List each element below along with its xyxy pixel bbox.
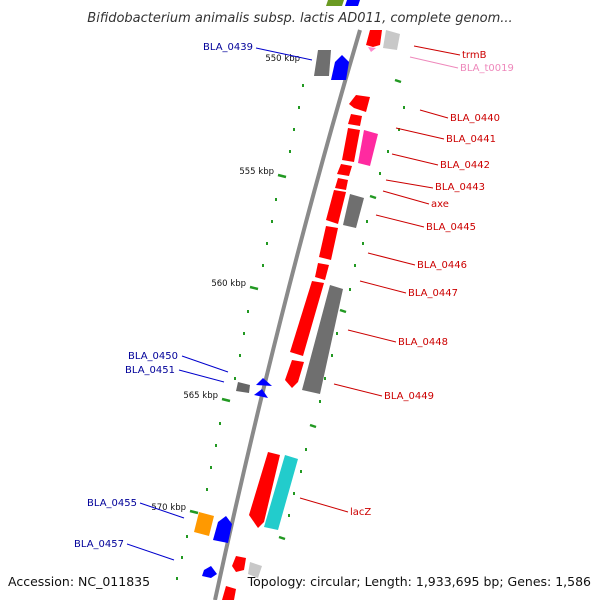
gene-top-blue [345, 0, 360, 6]
tick-label-565: 565 kbp [183, 391, 218, 401]
gene-bla-0457 [202, 566, 217, 578]
scale-tick [394, 78, 402, 84]
gene-axe [335, 178, 348, 190]
gene-bla-0443 [337, 164, 352, 176]
gene-bla-0440b [348, 114, 362, 126]
gene-label-trmb[interactable]: trmB [462, 50, 487, 61]
scale-tick [309, 423, 317, 429]
scale-tick [369, 194, 377, 200]
gene-top-green [326, 0, 344, 6]
gene-bla-0442 [358, 130, 378, 166]
tick-label-555: 555 kbp [239, 167, 274, 177]
gene-bla-0445 [326, 190, 346, 224]
gene-label-bla-0455[interactable]: BLA_0455 [87, 498, 137, 509]
scale-tick [339, 308, 347, 314]
gene-bla-0445-gray [343, 194, 364, 228]
gene-label-bla-0440[interactable]: BLA_0440 [450, 113, 500, 124]
gene-label-bla-0441[interactable]: BLA_0441 [446, 134, 496, 145]
gene-bla-0455-blue [213, 516, 232, 543]
tick-label-570: 570 kbp [151, 503, 186, 513]
gene-bla-0449 [285, 360, 304, 388]
scale-ticks [189, 60, 402, 541]
gene-lacz-cyan [264, 455, 298, 530]
gene-label-lacz[interactable]: lacZ [350, 507, 371, 518]
gene-label-bla-0450[interactable]: BLA_0450 [128, 351, 178, 362]
gene-bla-0455-orange [194, 512, 214, 536]
minor-ticks [176, 84, 405, 580]
gene-label-bla-0449[interactable]: BLA_0449 [384, 391, 434, 402]
accession-text: Accession: NC_011835 [8, 574, 150, 589]
gene-label-bla-t0019[interactable]: BLA_t0019 [460, 63, 514, 74]
right-connectors [299, 45, 461, 513]
gene-bla-t0019 [368, 47, 376, 52]
gene-bla-0440 [349, 95, 370, 112]
gene-bla-0439-blue [331, 55, 349, 80]
tick-label-550: 550 kbp [265, 54, 300, 64]
gene-label-bla-0446[interactable]: BLA_0446 [417, 260, 467, 271]
gene-label-axe[interactable]: axe [431, 199, 449, 210]
gene-bottom-gray [248, 562, 262, 578]
gene-label-bla-0448[interactable]: BLA_0448 [398, 337, 448, 348]
scale-tick [221, 397, 231, 403]
tick-label-560: 560 kbp [211, 279, 246, 289]
gene-bla-0448-gray [302, 285, 343, 394]
map-title: Bifidobacterium animalis subsp. lactis A… [87, 11, 512, 26]
gene-label-bla-0442[interactable]: BLA_0442 [440, 160, 490, 171]
scale-tick [249, 285, 259, 291]
gene-bla-0451b [254, 389, 268, 398]
gene-label-bla-0451[interactable]: BLA_0451 [125, 365, 175, 376]
gene-label-bla-0445[interactable]: BLA_0445 [426, 222, 476, 233]
pink-connector [409, 56, 459, 69]
gene-bla-0447 [315, 263, 329, 280]
gene-label-bla-0443[interactable]: BLA_0443 [435, 182, 485, 193]
gene-label-bla-0457[interactable]: BLA_0457 [74, 539, 124, 550]
gene-bla-0448 [290, 281, 324, 356]
gene-bottom-red [232, 556, 246, 572]
scale-tick [277, 173, 287, 179]
scale-tick [278, 535, 286, 541]
topology-text: Topology: circular; Length: 1,933,695 bp… [247, 574, 591, 589]
gene-trmb [366, 30, 382, 47]
gene-bla-0446 [319, 226, 338, 260]
gene-label-bla-0439[interactable]: BLA_0439 [203, 42, 253, 53]
gene-bottom-red2 [222, 586, 236, 600]
gene-trmb-gray [383, 30, 400, 50]
gene-bla-0439-gray [314, 50, 331, 76]
gene-lacz [249, 452, 280, 528]
left-connectors [126, 47, 313, 561]
gene-bla-0441 [342, 128, 360, 162]
gene-bla-0450 [236, 382, 250, 393]
gene-bla-0451 [256, 378, 272, 386]
gene-label-bla-0447[interactable]: BLA_0447 [408, 288, 458, 299]
genome-backbone [213, 29, 362, 600]
scale-tick [189, 509, 199, 515]
